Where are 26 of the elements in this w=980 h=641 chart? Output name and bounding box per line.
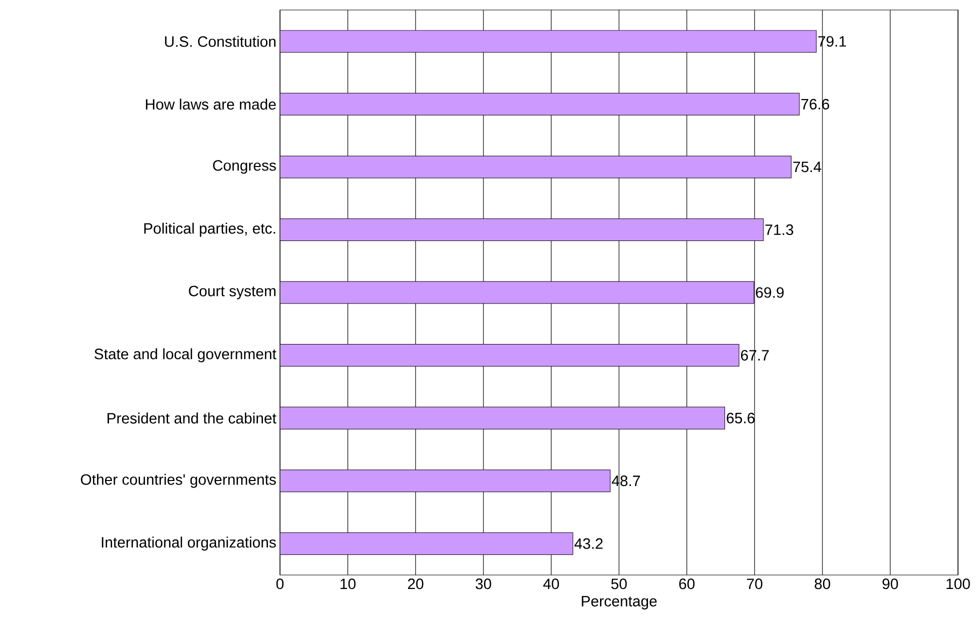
x-tick-label: 60 (679, 578, 695, 590)
y-tick-label: Other countries' governments (80, 474, 276, 488)
data-label: 75.4 (793, 162, 822, 172)
x-tick-label: 50 (611, 578, 627, 590)
y-tick-label: State and local government (94, 348, 276, 362)
x-tick-label: 30 (476, 578, 492, 590)
x-tick-label: 100 (946, 578, 970, 590)
x-tick-label: 40 (543, 578, 559, 590)
x-tick-label: 0 (276, 578, 284, 590)
data-label: 71.3 (765, 224, 794, 236)
x-axis-title: Percentage (582, 596, 657, 610)
y-tick-label: U.S. Constitution (165, 36, 276, 47)
y-tick-label: How laws are made (146, 98, 276, 110)
data-label: 69.9 (756, 287, 784, 298)
x-tick-label: 80 (814, 578, 830, 590)
x-tick-label: 20 (408, 578, 424, 590)
x-tick-label: 90 (882, 578, 898, 590)
y-tick-label: Congress (213, 160, 276, 174)
x-tick-label: 70 (747, 578, 762, 590)
data-label: 43.2 (574, 538, 603, 549)
x-tick-label: 10 (340, 578, 356, 590)
data-label: 65.6 (726, 412, 755, 424)
y-tick-label: President and the cabinet (108, 412, 276, 424)
y-tick-label: International organizations (102, 536, 276, 551)
y-tick-label: Court system (188, 286, 276, 300)
y-tick-label: Political parties, etc. (144, 222, 276, 237)
